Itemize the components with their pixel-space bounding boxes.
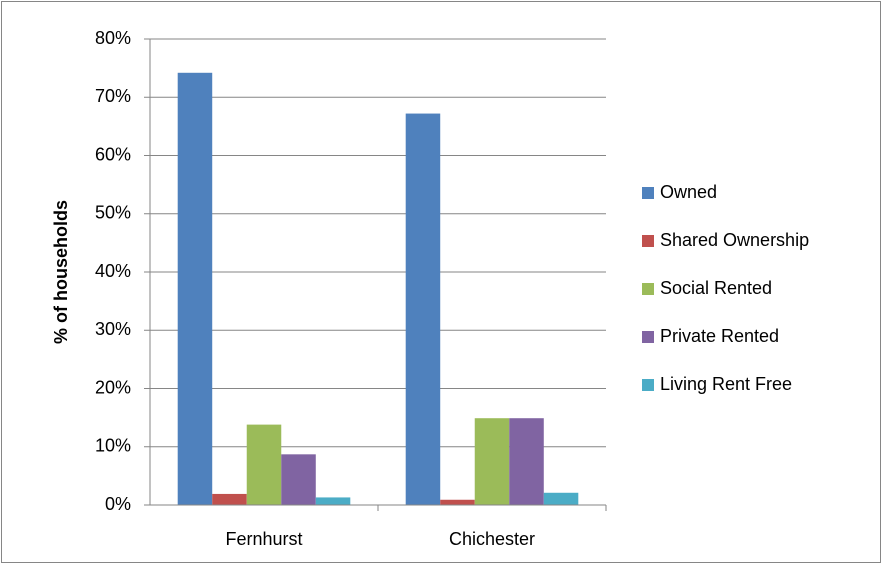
y-tick-label: 50% xyxy=(95,203,131,223)
bar xyxy=(281,454,316,505)
legend-swatch xyxy=(642,379,654,391)
bar xyxy=(315,497,351,505)
legend-label: Living Rent Free xyxy=(660,374,792,394)
y-tick-label: 30% xyxy=(95,319,131,339)
legend-label: Private Rented xyxy=(660,326,779,346)
bar xyxy=(405,113,441,505)
y-tick-label: 10% xyxy=(95,436,131,456)
legend-swatch xyxy=(642,235,654,247)
x-tick-label: Chichester xyxy=(449,529,535,549)
legend-label: Shared Ownership xyxy=(660,230,809,250)
bar xyxy=(543,492,579,505)
x-tick-label: Fernhurst xyxy=(225,529,302,549)
legend-swatch xyxy=(642,187,654,199)
y-tick-label: 40% xyxy=(95,261,131,281)
y-tick-label: 0% xyxy=(105,494,131,514)
bar xyxy=(212,493,247,505)
bar xyxy=(474,418,510,505)
y-tick-label: 20% xyxy=(95,377,131,397)
y-tick-label: 80% xyxy=(95,28,131,48)
legend-label: Owned xyxy=(660,182,717,202)
legend-swatch xyxy=(642,283,654,295)
legend-label: Social Rented xyxy=(660,278,772,298)
y-tick-label: 60% xyxy=(95,144,131,164)
bar xyxy=(246,424,282,505)
y-axis-label: % of households xyxy=(51,200,71,344)
bar xyxy=(440,499,475,505)
legend-swatch xyxy=(642,331,654,343)
bar xyxy=(509,418,544,505)
y-tick-label: 70% xyxy=(95,86,131,106)
bar xyxy=(177,72,213,505)
